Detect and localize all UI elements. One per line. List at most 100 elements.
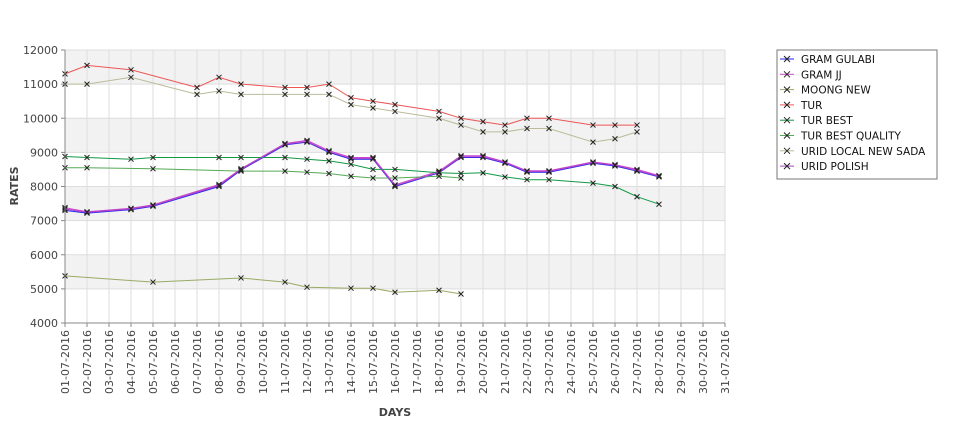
data-point-marker bbox=[590, 159, 596, 166]
legend-marker bbox=[783, 55, 791, 63]
data-point-marker bbox=[370, 166, 376, 173]
data-point-marker bbox=[348, 285, 354, 292]
x-tick-label: 20-07-2016 bbox=[477, 330, 490, 394]
x-tick-label: 28-07-2016 bbox=[653, 330, 666, 394]
data-point-marker bbox=[150, 202, 156, 209]
x-tick-label: 26-07-2016 bbox=[609, 330, 622, 394]
data-point-marker bbox=[216, 74, 222, 81]
data-point-marker bbox=[216, 182, 222, 189]
y-tick-label: 11000 bbox=[23, 78, 58, 91]
x-tick-label: 30-07-2016 bbox=[697, 330, 710, 394]
data-point-marker bbox=[502, 122, 508, 128]
data-point-marker bbox=[150, 279, 156, 285]
data-point-marker bbox=[84, 81, 90, 87]
data-point-marker bbox=[128, 74, 134, 81]
data-point-marker bbox=[436, 108, 442, 115]
data-point-marker bbox=[348, 154, 354, 161]
data-point-marker bbox=[502, 129, 508, 135]
data-point-marker bbox=[194, 91, 200, 98]
data-point-marker bbox=[128, 206, 134, 212]
data-point-marker bbox=[458, 115, 464, 122]
series-line bbox=[64, 140, 660, 213]
data-point-marker bbox=[216, 154, 222, 161]
data-point-marker bbox=[348, 173, 354, 180]
x-tick-label: 04-07-2016 bbox=[125, 330, 138, 394]
x-tick-label: 17-07-2016 bbox=[411, 330, 424, 394]
x-tick-label: 05-07-2016 bbox=[147, 330, 160, 394]
data-point-marker bbox=[656, 201, 662, 208]
data-point-marker bbox=[304, 284, 310, 291]
data-point-marker bbox=[392, 289, 398, 296]
data-point-marker bbox=[458, 291, 464, 297]
legend-marker bbox=[783, 147, 791, 155]
data-point-marker bbox=[502, 159, 508, 166]
data-point-marker bbox=[128, 66, 134, 73]
data-point-marker bbox=[282, 168, 288, 174]
data-point-marker bbox=[238, 91, 244, 98]
legend-label: GRAM JJ bbox=[801, 69, 842, 81]
data-point-marker bbox=[216, 88, 222, 94]
series-layer bbox=[62, 62, 662, 297]
data-point-marker bbox=[634, 122, 640, 128]
series-line bbox=[65, 167, 462, 179]
y-tick-label: 7000 bbox=[30, 215, 58, 228]
x-tick-label: 11-07-2016 bbox=[279, 330, 292, 394]
x-axis-title: DAYS bbox=[379, 406, 412, 419]
data-point-marker bbox=[392, 166, 398, 173]
x-tick-label: 08-07-2016 bbox=[213, 330, 226, 394]
data-point-marker bbox=[348, 94, 354, 101]
y-tick-label: 10000 bbox=[23, 112, 58, 125]
x-tick-label: 07-07-2016 bbox=[191, 330, 204, 394]
x-tick-label: 13-07-2016 bbox=[323, 330, 336, 394]
x-tick-label: 16-07-2016 bbox=[389, 330, 402, 394]
data-point-marker bbox=[150, 154, 156, 161]
legend-label: URID LOCAL NEW SADA bbox=[801, 146, 926, 158]
data-point-marker bbox=[128, 156, 134, 163]
data-point-marker bbox=[458, 170, 464, 177]
data-point-marker bbox=[634, 129, 640, 135]
x-tick-label: 22-07-2016 bbox=[521, 330, 534, 394]
y-tick-label: 12000 bbox=[23, 44, 58, 57]
legend-label: MOONG NEW bbox=[801, 85, 871, 97]
data-point-marker bbox=[304, 156, 310, 163]
data-point-marker bbox=[480, 129, 486, 135]
legend: GRAM GULABI GRAM JJ MOONG NEW TUR TUR BEST TU… bbox=[776, 49, 938, 180]
data-point-marker bbox=[348, 155, 354, 162]
data-point-marker bbox=[238, 81, 244, 87]
x-tick-label: 02-07-2016 bbox=[81, 330, 94, 394]
series-group bbox=[62, 138, 662, 216]
legend-label: TUR bbox=[800, 100, 822, 112]
x-tick-label: 06-07-2016 bbox=[169, 330, 182, 394]
data-point-marker bbox=[436, 115, 442, 122]
data-point-marker bbox=[436, 169, 442, 176]
y-tick-label: 9000 bbox=[30, 146, 58, 159]
legend-marker bbox=[783, 70, 791, 78]
data-point-marker bbox=[348, 161, 354, 168]
data-point-marker bbox=[326, 170, 332, 177]
x-tick-label: 10-07-2016 bbox=[257, 330, 270, 394]
data-point-marker bbox=[282, 141, 288, 148]
data-point-marker bbox=[282, 91, 288, 98]
data-point-marker bbox=[524, 176, 530, 183]
data-point-marker bbox=[282, 154, 288, 161]
data-point-marker bbox=[524, 115, 530, 122]
y-tick-label: 4000 bbox=[30, 317, 58, 330]
data-point-marker bbox=[392, 182, 398, 189]
x-tick-label: 31-07-2016 bbox=[719, 330, 732, 394]
x-tick-label: 21-07-2016 bbox=[499, 330, 512, 394]
data-point-marker bbox=[326, 81, 332, 87]
data-point-marker bbox=[546, 125, 552, 132]
data-point-marker bbox=[590, 139, 596, 145]
data-point-marker bbox=[84, 62, 90, 69]
x-tick-label: 24-07-2016 bbox=[565, 330, 578, 394]
axes: 4000 5000 6000 7000 8000 9000 10000 11000 12000 0… bbox=[23, 44, 732, 394]
y-tick-label: 8000 bbox=[30, 181, 58, 194]
data-point-marker bbox=[634, 193, 640, 200]
legend-box bbox=[776, 49, 938, 180]
legend-marker bbox=[783, 162, 791, 170]
x-tick-label: 09-07-2016 bbox=[235, 330, 248, 394]
data-point-marker bbox=[304, 84, 310, 91]
data-point-marker bbox=[612, 183, 618, 190]
legend-marker bbox=[783, 86, 791, 93]
data-point-marker bbox=[370, 154, 376, 161]
